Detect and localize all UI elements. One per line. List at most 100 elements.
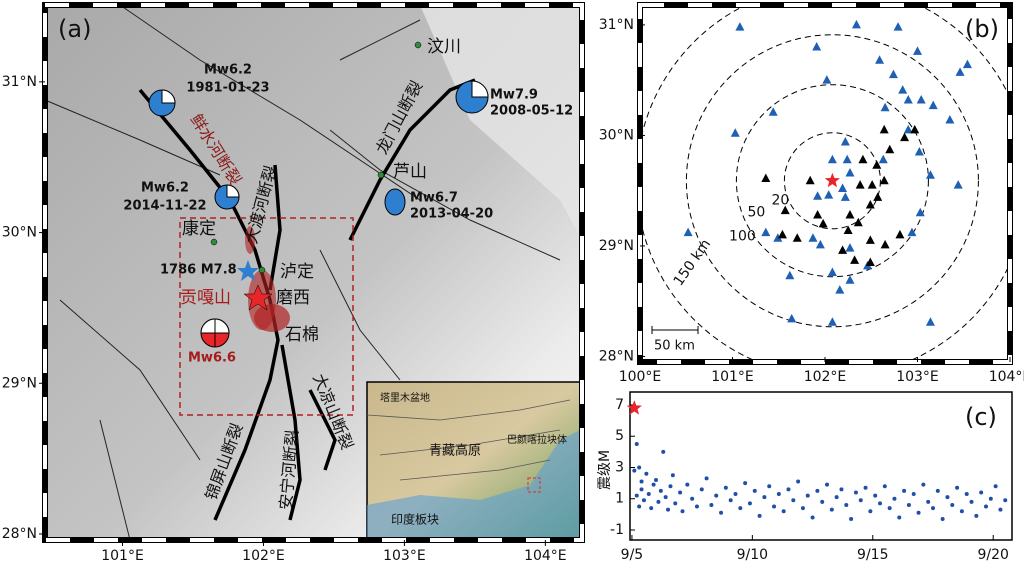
y-tick-label: -1 (610, 522, 624, 538)
event (921, 482, 926, 487)
station (873, 192, 883, 201)
station (878, 154, 888, 164)
distance-ring (735, 84, 929, 278)
panel-c: (c) 震级M 9/5 9/10 9/15 9/20 -1 1 3 5 7 (597, 391, 1013, 563)
event (776, 492, 781, 497)
event (658, 488, 663, 493)
inset-label: 塔里木盆地 (380, 391, 430, 404)
event (637, 504, 642, 509)
station (898, 85, 908, 94)
station (805, 175, 815, 185)
ring-label: 100 (729, 229, 756, 245)
inset-label: 青藏高原 (429, 443, 481, 459)
event (654, 477, 659, 482)
event (772, 504, 777, 509)
event (950, 502, 955, 507)
place-label: 泸定 (280, 262, 314, 282)
plot-area (640, 5, 1010, 362)
x-tick-label: 102°E (242, 548, 285, 564)
historic-star (237, 260, 259, 281)
station (824, 190, 834, 199)
event (738, 506, 743, 511)
y-tick-label: 28°N (599, 348, 634, 364)
event (747, 501, 752, 506)
station (880, 239, 890, 249)
event (757, 513, 762, 518)
station (893, 22, 903, 31)
y-tick-label: 31°N (2, 74, 37, 90)
event (868, 509, 873, 514)
event (815, 488, 820, 493)
panel-a: (a) 汶川 芦山 康定 泸定 磨西 石棉 贡嘎山 鲜水河断裂 大渡河断裂 龙门… (2, 2, 585, 564)
event (935, 488, 940, 493)
station (843, 225, 853, 234)
station (914, 147, 924, 156)
place-label: 石棉 (285, 325, 319, 345)
event-date: 2008-05-12 (490, 104, 573, 119)
event (743, 481, 748, 486)
station (885, 144, 895, 154)
event-date: 2013-04-20 (410, 207, 493, 222)
y-tick-label: 5 (615, 428, 624, 444)
event (678, 490, 683, 495)
panel-label: (b) (965, 15, 999, 43)
event (998, 507, 1003, 512)
event (873, 493, 878, 498)
event (714, 493, 719, 498)
station (865, 257, 875, 267)
station (903, 95, 913, 104)
event (637, 465, 642, 470)
place-label: 汶川 (427, 37, 461, 57)
station (913, 46, 922, 55)
event (863, 485, 868, 490)
event (1003, 498, 1008, 503)
event (646, 492, 651, 497)
station (773, 233, 783, 242)
event (959, 509, 964, 514)
event (853, 490, 858, 495)
place-label: 芦山 (393, 162, 427, 182)
ring-label: 20 (771, 193, 789, 209)
event (699, 487, 704, 492)
station (880, 102, 890, 112)
event (988, 496, 993, 501)
station (872, 160, 882, 169)
station (888, 69, 898, 79)
event (829, 507, 834, 512)
event (930, 506, 935, 511)
event (825, 482, 830, 487)
event (661, 449, 666, 454)
event (786, 487, 791, 492)
scale-label: 50 km (654, 339, 695, 354)
station (808, 233, 818, 242)
event (644, 471, 649, 476)
mainshock (626, 400, 642, 415)
event (820, 499, 825, 504)
place-label: 磨西 (276, 288, 310, 308)
study-box (179, 217, 354, 416)
event (882, 484, 887, 489)
event (940, 517, 945, 522)
place-label: 康定 (182, 219, 216, 239)
station (813, 210, 823, 219)
station (953, 180, 963, 189)
y-tick-label: 31°N (599, 17, 634, 33)
station (928, 100, 938, 110)
inset-label: 印度板块 (391, 512, 439, 527)
station (761, 227, 771, 237)
event (728, 498, 733, 503)
x-tick-label: 100°E (619, 369, 662, 385)
event-mag: Mw7.9 (490, 88, 538, 103)
event (906, 502, 911, 507)
event (680, 509, 685, 514)
station (768, 107, 778, 116)
station (787, 313, 797, 323)
distance-ring (685, 34, 979, 328)
x-tick-label: 101°E (101, 548, 144, 564)
station (925, 317, 935, 326)
plot-area (629, 391, 1013, 541)
x-tick-label: 9/20 (977, 547, 1008, 563)
event (632, 468, 637, 473)
frame-pattern (43, 3, 584, 542)
event (979, 490, 984, 495)
